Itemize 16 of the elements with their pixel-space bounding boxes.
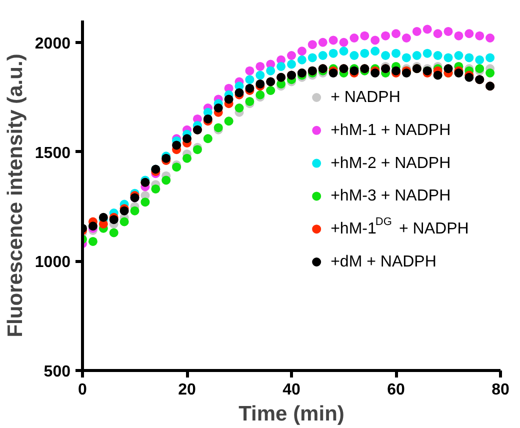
- y-axis-title: Fluorescence intensity (a.u.): [4, 54, 27, 338]
- y-tick-label: 1000: [34, 254, 71, 272]
- x-tick-label: 20: [178, 382, 196, 398]
- legend-label: +hM-2 + NADPH: [330, 154, 451, 172]
- x-axis-title: Time (min): [238, 402, 344, 426]
- y-tick-label: 500: [44, 364, 71, 380]
- legend-label: +hM-1 + NADPH: [330, 122, 451, 139]
- legend-label: + NADPH: [330, 89, 400, 106]
- legend-label: +hM-3 + NADPH: [330, 188, 451, 205]
- x-tick-label: 40: [282, 382, 300, 398]
- legend-label: +dM + NADPH: [330, 254, 436, 270]
- x-tick-label: 60: [387, 382, 405, 398]
- x-tick-label: 80: [492, 382, 510, 398]
- x-tick-label: 0: [78, 382, 88, 398]
- y-tick-label: 2000: [34, 35, 71, 52]
- y-tick-label: 1500: [34, 144, 71, 162]
